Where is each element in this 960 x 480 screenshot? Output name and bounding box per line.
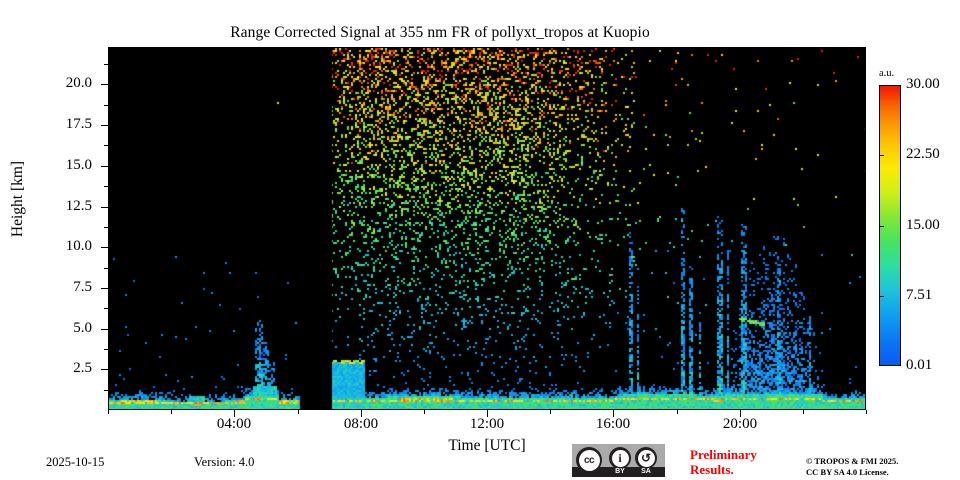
x-tick <box>487 410 488 417</box>
page-title: Range Corrected Signal at 355 nm FR of p… <box>230 24 650 41</box>
lidar-quicklook-plot[interactable] <box>108 47 866 410</box>
x-axis-title: Time [UTC] <box>448 437 526 454</box>
y-tick-minor <box>104 105 108 106</box>
y-tick-minor <box>104 186 108 187</box>
y-tick-label: 15.0 <box>65 157 92 173</box>
colorbar-tick <box>879 296 884 297</box>
x-tick <box>613 410 614 417</box>
x-tick-minor <box>803 410 804 414</box>
y-tick <box>101 369 108 370</box>
colorbar-tick <box>879 155 884 156</box>
cc-license-badge-icon[interactable]: cc i ↺ BY SA <box>572 444 665 477</box>
y-tick-minor <box>104 64 108 65</box>
colorbar-gradient <box>879 85 901 366</box>
colorbar-tick-label: 22.50 <box>906 146 940 162</box>
y-tick-minor <box>104 308 108 309</box>
x-tick-label: 16:00 <box>595 416 631 432</box>
y-tick-label: 10.0 <box>65 238 92 254</box>
y-tick-minor <box>104 268 108 269</box>
x-tick <box>234 410 235 417</box>
y-tick-minor <box>104 227 108 228</box>
x-tick-minor <box>108 410 109 414</box>
cc-badge-strip <box>572 467 665 477</box>
y-tick <box>101 329 108 330</box>
colorbar-tick-label: 30.00 <box>906 76 940 92</box>
y-tick-label: 20.0 <box>65 75 92 91</box>
cc-sa-icon: ↺ <box>635 447 657 469</box>
colorbar-tick-label: 0.01 <box>906 357 933 373</box>
footer-date: 2025-10-15 <box>46 455 105 469</box>
x-tick-label: 12:00 <box>469 416 505 432</box>
y-tick <box>101 247 108 248</box>
cc-by-glyph: i <box>611 449 629 467</box>
y-tick-minor <box>104 349 108 350</box>
cc-sa-label: SA <box>641 468 651 475</box>
preliminary-results-note: Preliminary Results. <box>690 447 757 477</box>
y-tick <box>101 207 108 208</box>
x-tick-minor <box>424 410 425 414</box>
colorbar-tick-label: 7.51 <box>906 287 933 303</box>
y-tick-minor <box>104 390 108 391</box>
x-tick-label: 04:00 <box>216 416 252 432</box>
x-tick-label: 20:00 <box>722 416 758 432</box>
y-axis-title: Height [km] <box>9 160 26 238</box>
copyright-line-1: © TROPOS & FMI 2025. <box>806 456 899 466</box>
y-tick <box>101 84 108 85</box>
copyright-note: © TROPOS & FMI 2025. CC BY SA 4.0 Licens… <box>806 456 956 478</box>
y-tick <box>101 125 108 126</box>
footer-version: Version: 4.0 <box>194 455 255 469</box>
colorbar-tick-label: 15.00 <box>906 217 940 233</box>
colorbar-tick <box>879 226 884 227</box>
cc-circle-icon: cc <box>576 447 602 473</box>
cc-circle-label: cc <box>578 449 600 471</box>
y-tick-minor <box>104 145 108 146</box>
y-tick <box>101 166 108 167</box>
y-tick-label: 12.5 <box>65 198 92 214</box>
y-tick <box>101 288 108 289</box>
x-tick-label: 08:00 <box>343 416 379 432</box>
y-tick-label: 5.0 <box>73 320 92 336</box>
copyright-line-2: CC BY SA 4.0 License. <box>806 467 889 477</box>
colorbar[interactable] <box>879 85 901 366</box>
x-tick-minor <box>171 410 172 414</box>
cc-sa-glyph: ↺ <box>637 449 655 467</box>
y-tick-label: 17.5 <box>65 116 92 132</box>
x-tick-minor <box>677 410 678 414</box>
x-tick <box>361 410 362 417</box>
x-tick-minor <box>550 410 551 414</box>
y-tick-label: 2.5 <box>73 360 92 376</box>
colorbar-unit-label: a.u. <box>879 68 895 79</box>
x-tick-minor <box>866 410 867 414</box>
x-tick <box>740 410 741 417</box>
y-tick-label: 7.5 <box>73 279 92 295</box>
cc-by-label: BY <box>615 468 625 475</box>
cc-by-icon: i <box>609 447 631 469</box>
x-tick-minor <box>298 410 299 414</box>
heatmap-canvas[interactable] <box>109 48 865 409</box>
